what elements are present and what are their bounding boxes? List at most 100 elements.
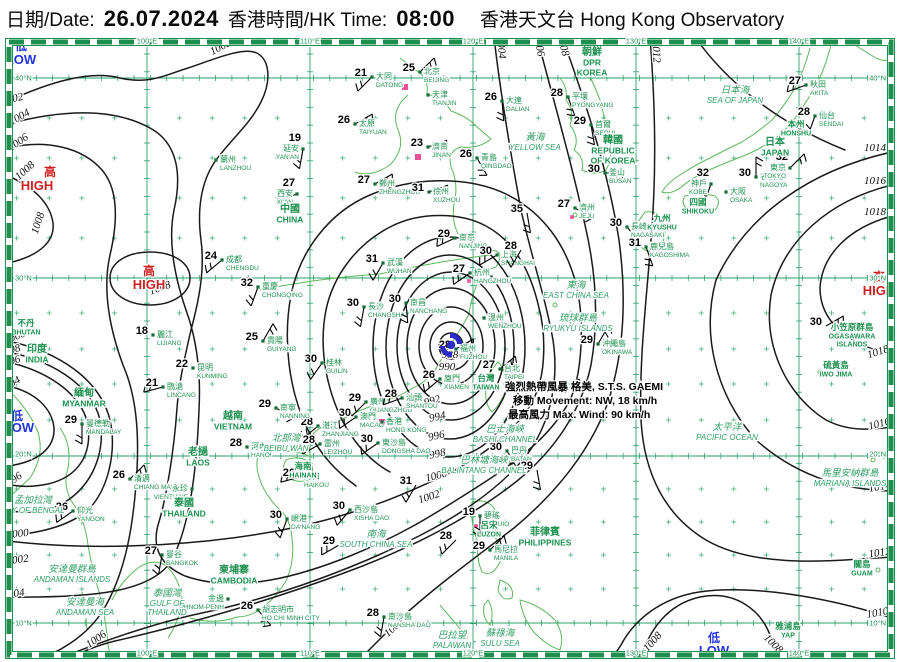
- svg-text:29: 29: [521, 460, 533, 472]
- svg-text:WENZHOU: WENZHOU: [488, 323, 522, 330]
- svg-text:胡志明市: 胡志明市: [262, 604, 294, 614]
- svg-text:YELLOW SEA: YELLOW SEA: [509, 143, 561, 152]
- isobar-1006: [7, 143, 139, 662]
- svg-text:28: 28: [367, 607, 379, 619]
- svg-text:CAMBODIA: CAMBODIA: [211, 576, 258, 586]
- svg-text:1014: 1014: [868, 479, 892, 495]
- svg-text:沖繩島: 沖繩島: [602, 338, 626, 348]
- isobar-1000: [7, 340, 114, 537]
- svg-text:HO CHI MINH CITY: HO CHI MINH CITY: [262, 615, 320, 622]
- svg-text:MYANMAR: MYANMAR: [62, 399, 106, 409]
- svg-text:高: 高: [873, 269, 885, 284]
- svg-text:XIAMEN: XIAMEN: [444, 384, 469, 391]
- region-label-guam: 關島 GUAM: [850, 558, 874, 579]
- svg-text:太原: 太原: [359, 118, 375, 128]
- svg-text:CHINA: CHINA: [277, 215, 304, 225]
- svg-text:27: 27: [789, 75, 801, 87]
- svg-text:AKITA: AKITA: [810, 90, 829, 97]
- svg-text:緬甸: 緬甸: [74, 386, 94, 399]
- svg-text:重慶: 重慶: [262, 281, 278, 291]
- svg-text:名古屋: 名古屋: [760, 171, 784, 181]
- svg-text:大同: 大同: [376, 71, 392, 81]
- svg-text:40°N: 40°N: [15, 74, 32, 83]
- svg-text:990: 990: [439, 361, 456, 373]
- svg-text:RYUKYU ISLANDS: RYUKYU ISLANDS: [543, 324, 613, 333]
- svg-text:曼谷: 曼谷: [166, 550, 182, 559]
- svg-text:KOBE: KOBE: [689, 189, 708, 196]
- wind-observations: 35 28 31 29 28 29 27 30: [321, 202, 844, 556]
- svg-text:26: 26: [460, 148, 472, 160]
- svg-text:140°E: 140°E: [789, 649, 810, 658]
- svg-text:30: 30: [333, 500, 345, 512]
- svg-text:黃海: 黃海: [525, 132, 546, 143]
- isobar-1016: [768, 184, 893, 430]
- svg-text:BALINTANG CHANNEL: BALINTANG CHANNEL: [441, 466, 526, 475]
- svg-text:上海: 上海: [501, 249, 517, 259]
- svg-text:35: 35: [511, 203, 523, 215]
- svg-text:北部灣: 北部灣: [272, 432, 302, 444]
- svg-text:27: 27: [558, 198, 570, 210]
- svg-text:29: 29: [574, 115, 586, 127]
- svg-text:TOKYO: TOKYO: [763, 173, 786, 180]
- svg-text:28: 28: [551, 87, 563, 99]
- svg-text:30: 30: [610, 217, 622, 229]
- svg-text:32: 32: [697, 167, 709, 179]
- svg-text:XI'AN: XI'AN: [277, 199, 294, 206]
- svg-text:10°N: 10°N: [869, 619, 886, 628]
- svg-text:VIENTIANE: VIENTIANE: [154, 494, 189, 501]
- svg-text:安達曼海: 安達曼海: [66, 597, 106, 608]
- svg-text:SHANTOU: SHANTOU: [406, 403, 438, 410]
- map-frame: [0, 36, 900, 662]
- svg-text:釜山: 釜山: [609, 167, 625, 177]
- svg-text:碧瑤: 碧瑤: [484, 510, 500, 520]
- svg-text:徐州: 徐州: [433, 186, 449, 196]
- svg-text:30: 30: [588, 163, 600, 175]
- svg-text:澳門: 澳門: [360, 411, 376, 421]
- isobar-990: [429, 321, 473, 371]
- svg-text:ISLANDS: ISLANDS: [837, 342, 868, 349]
- isobar-998: [7, 351, 103, 513]
- svg-text:32: 32: [776, 151, 788, 163]
- svg-text:31: 31: [412, 182, 424, 194]
- svg-text:LUZON: LUZON: [477, 532, 501, 539]
- graticule-labels: 100°E 100°E 110°E 110°E 120°E 120°E 130°E 130°E…: [14, 35, 888, 659]
- wind-observation: 28: [503, 239, 522, 268]
- svg-text:貴陽: 貴陽: [267, 335, 283, 345]
- svg-text:武漢: 武漢: [387, 257, 403, 267]
- svg-text:LIJIANG: LIJIANG: [157, 340, 182, 347]
- svg-text:中國: 中國: [280, 202, 300, 215]
- svg-text:NANNING: NANNING: [280, 413, 310, 420]
- svg-text:PHNOM-PENH: PHNOM-PENH: [180, 604, 225, 611]
- svg-text:REPUBLIC: REPUBLIC: [591, 146, 634, 156]
- svg-text:1012: 1012: [868, 545, 892, 560]
- svg-text:27: 27: [453, 263, 465, 275]
- svg-text:不丹: 不丹: [17, 318, 35, 328]
- svg-text:THAILAND: THAILAND: [147, 608, 187, 617]
- svg-text:泰國灣: 泰國灣: [153, 588, 183, 599]
- svg-text:MANDALAY: MANDALAY: [86, 429, 122, 436]
- map-grid: [13, 47, 887, 651]
- svg-text:DALIAN: DALIAN: [506, 106, 530, 113]
